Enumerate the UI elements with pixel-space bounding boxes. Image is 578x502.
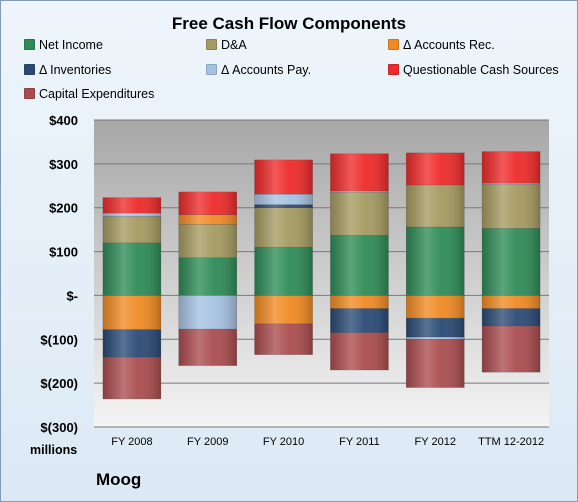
bar-segment-shading (254, 204, 313, 208)
plot-area (94, 120, 549, 427)
legend-label: Δ Accounts Rec. (403, 38, 495, 52)
y-axis: $400 $300 $200 $100 $- $(100) $(200) $(300) (40, 113, 78, 435)
legend-item-questionable-cash: Questionable Cash Sources (388, 63, 559, 77)
legend-swatch (24, 88, 35, 99)
bar-stack (178, 191, 238, 366)
bar-segment-shading (406, 339, 465, 388)
x-tick-label: FY 2009 (187, 436, 228, 448)
bar-segment-shading (330, 153, 389, 192)
units-label: millions (30, 443, 78, 457)
legend-item-capex: Capital Expenditures (24, 87, 154, 101)
bar-segment-shading (254, 207, 313, 248)
y-tick-label: $200 (49, 201, 78, 216)
legend-item-accounts-rec: Δ Accounts Rec. (388, 38, 495, 52)
bar-segment-shading (406, 337, 465, 340)
bar-segment-shading (482, 326, 541, 373)
legend-label: Questionable Cash Sources (403, 63, 559, 77)
legend-swatch (206, 39, 217, 50)
bar-segment-shading (102, 197, 161, 213)
y-tick-label: $300 (49, 157, 78, 172)
legend-label: Capital Expenditures (39, 87, 155, 101)
bar-segment-shading (254, 323, 313, 355)
bar-segment-shading (482, 308, 541, 327)
legend-label: Δ Inventories (39, 63, 112, 77)
bar-segment-shading (482, 295, 541, 309)
bar-segment-shading (102, 295, 161, 330)
bar-segment-shading (178, 329, 237, 366)
bars (102, 151, 541, 400)
bar-segment-shading (102, 212, 161, 217)
legend-label: Net Income (39, 38, 103, 52)
legend-swatch (388, 39, 399, 50)
bar-segment-shading (330, 235, 389, 296)
bar-segment-shading (254, 159, 313, 195)
bar-segment-shading (406, 295, 465, 319)
bar-segment-shading (102, 357, 161, 399)
bar-segment-shading (254, 194, 313, 205)
bar-segment-shading (406, 184, 465, 228)
bar-segment-shading (482, 183, 541, 185)
bar-stack (405, 152, 465, 388)
bar-stack (481, 151, 541, 373)
legend-item-accounts-pay: Δ Accounts Pay. (206, 63, 311, 77)
bar-stack (330, 153, 389, 371)
bar-segment-shading (102, 242, 161, 296)
bar-segment-shading (330, 308, 389, 333)
legend-item-inventories: Δ Inventories (24, 63, 111, 77)
y-tick-label: $- (66, 288, 78, 303)
bar-segment-shading (254, 247, 313, 296)
x-tick-label: FY 2008 (111, 436, 152, 448)
x-tick-label: FY 2012 (415, 436, 456, 448)
bar-segment-shading (482, 184, 541, 229)
legend-label: Δ Accounts Pay. (221, 63, 312, 77)
y-tick-label: $(300) (40, 420, 78, 435)
bar-segment-shading (178, 257, 237, 296)
bar-segment-shading (102, 329, 161, 358)
y-tick-label: $100 (49, 245, 78, 260)
y-tick-label: $400 (49, 113, 78, 128)
y-tick-label: $(200) (40, 376, 78, 391)
bar-segment-shading (178, 224, 237, 258)
bar-segment-shading (178, 191, 237, 215)
bar-segment-shading (178, 214, 237, 225)
bar-stack (254, 159, 313, 355)
bar-segment-shading (482, 151, 541, 184)
x-axis: FY 2008 FY 2009 FY 2010 FY 2011 FY 2012 TTM 1… (111, 436, 544, 448)
y-tick-label: $(100) (40, 332, 78, 347)
bar-segment-shading (406, 152, 465, 185)
bar-segment-shading (330, 191, 389, 193)
bar-segment-shading (406, 318, 465, 338)
bar-segment-shading (330, 192, 389, 236)
legend-swatch (24, 64, 35, 75)
x-tick-label: FY 2010 (263, 436, 304, 448)
company-name: Moog (96, 470, 142, 489)
bar-stack (102, 197, 162, 400)
bar-segment-shading (178, 295, 237, 330)
bar-segment-shading (482, 228, 541, 296)
legend-swatch (206, 64, 217, 75)
bar-segment-shading (254, 295, 313, 324)
legend-label: D&A (221, 38, 247, 52)
x-tick-label: FY 2011 (339, 436, 380, 448)
bar-segment-shading (330, 295, 389, 309)
gridlines (94, 119, 549, 428)
legend-swatch (24, 39, 35, 50)
bar-segment-shading (330, 332, 389, 370)
legend-swatch (388, 64, 399, 75)
bar-segment-shading (102, 216, 161, 243)
legend-item-da: D&A (206, 38, 247, 52)
bar-segment-shading (406, 227, 465, 296)
x-tick-label: TTM 12-2012 (478, 436, 544, 448)
chart-title: Free Cash Flow Components (171, 14, 407, 33)
legend-item-net-income: Net Income (24, 38, 103, 52)
